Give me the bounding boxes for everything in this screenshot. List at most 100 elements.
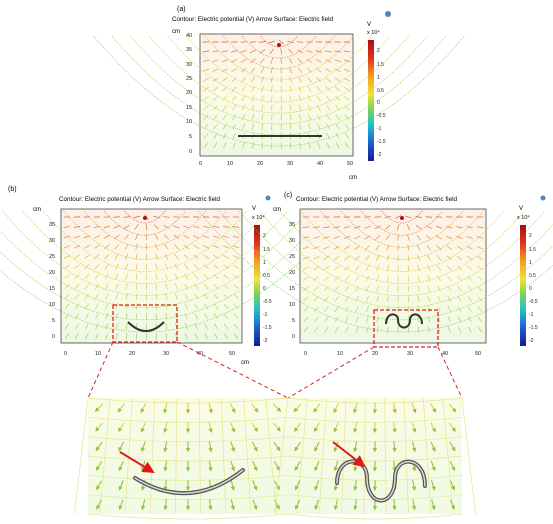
field-arrow: [456, 235, 463, 239]
field-arrow: [173, 244, 179, 250]
equipotential-contour: [223, 35, 335, 70]
equipotential-contour: [198, 210, 553, 333]
field-arrow: [384, 216, 392, 218]
field-arrow: [233, 284, 239, 289]
field-arrow: [194, 323, 198, 330]
field-arrow: [232, 132, 236, 140]
field-arrow: [417, 275, 420, 282]
field-arrow: [457, 285, 462, 292]
field-arrow: [466, 245, 473, 250]
field-arrow: [344, 142, 350, 149]
field-arrow: [174, 263, 179, 270]
field-arrow: [457, 306, 462, 313]
field-arrow: [165, 303, 168, 310]
field-arrow: [94, 283, 99, 290]
field-arrow: [213, 274, 219, 280]
field-arrow: [426, 255, 431, 261]
field-arrow: [344, 123, 350, 130]
field-arrow: [467, 286, 473, 292]
field-arrow: [313, 236, 320, 239]
field-arrow: [73, 235, 81, 239]
field-arrow: [288, 48, 294, 54]
field-arrow: [233, 264, 239, 269]
panel-c-xtick-40: 40: [442, 351, 448, 357]
zoom-field-arrow: [411, 422, 417, 433]
zoom-field-arrow: [118, 499, 124, 511]
panel-c-y-unit: cm: [273, 207, 281, 213]
field-arrow: [326, 114, 331, 121]
field-arrow: [184, 313, 188, 320]
field-arrow: [477, 306, 483, 312]
zoom-field-arrow: [293, 403, 302, 413]
zoom-field-line: [287, 513, 463, 520]
field-arrow: [193, 264, 199, 270]
field-arrow: [289, 85, 292, 93]
field-arrow: [302, 236, 310, 239]
field-arrow: [397, 244, 399, 251]
field-arrow: [270, 57, 274, 64]
field-arrow: [83, 235, 91, 239]
field-arrow: [326, 132, 330, 140]
field-arrow: [184, 263, 189, 270]
zoom-field-arrow: [392, 421, 397, 434]
field-arrow: [135, 243, 138, 251]
field-arrow: [231, 50, 238, 53]
panel-a-y-unit: cm: [172, 29, 180, 35]
field-arrow: [250, 58, 256, 64]
field-arrow: [289, 76, 292, 83]
panel-a-label: (a): [177, 6, 186, 13]
field-arrow: [306, 49, 313, 53]
panel-c-xtick-0: 0: [304, 351, 307, 357]
field-arrow: [308, 142, 311, 149]
field-arrow: [466, 236, 473, 239]
cbar-b-tick-0: 0: [263, 286, 266, 292]
field-arrow: [426, 235, 432, 240]
field-arrow: [84, 293, 90, 300]
field-arrow: [375, 254, 380, 261]
field-arrow: [307, 114, 311, 121]
field-arrow: [94, 264, 100, 270]
field-arrow: [315, 59, 322, 63]
field-arrow: [325, 95, 331, 102]
field-arrow: [83, 225, 91, 228]
field-arrow: [417, 254, 421, 262]
field-arrow: [222, 133, 227, 139]
zoom-connectors: [87, 341, 463, 399]
zoom-field-arrow: [117, 403, 125, 413]
panel-a-xtick-50: 50: [347, 161, 353, 167]
field-arrow: [250, 76, 256, 83]
field-arrow: [303, 286, 309, 291]
field-arrow: [307, 76, 312, 83]
zoom-field-arrow: [392, 441, 397, 453]
field-arrow: [242, 142, 245, 149]
field-arrow: [355, 316, 359, 323]
field-arrow: [204, 333, 208, 340]
field-arrow: [193, 273, 199, 280]
zoom-field-arrow: [230, 480, 236, 491]
zoom-field-arrow: [252, 480, 258, 491]
field-arrow: [95, 313, 99, 320]
zoom-field-arrow: [251, 403, 259, 413]
field-arrow: [231, 86, 237, 92]
field-arrow: [387, 326, 389, 333]
zoom-field-line: [403, 397, 409, 515]
equipotential-contour: [259, 210, 545, 296]
field-arrow: [203, 86, 209, 92]
field-arrow: [298, 114, 302, 121]
panel-b-ytick-20: 20: [49, 270, 55, 276]
field-arrow: [115, 313, 118, 320]
zoom-field-arrow: [118, 441, 125, 452]
field-arrow: [366, 326, 369, 333]
field-arrow: [397, 254, 399, 262]
zoom-inset-b-field: [74, 397, 302, 520]
zoom-field-arrow: [163, 402, 168, 414]
field-arrow: [233, 333, 239, 340]
cbar-c-tick-1: 1: [529, 260, 532, 266]
field-arrow: [335, 142, 340, 149]
field-arrow: [204, 323, 209, 330]
panel-b-conductor-arc: [127, 321, 165, 332]
field-arrow: [374, 216, 381, 218]
zoom-field-arrow: [230, 460, 236, 472]
panel-c-ytick-10: 10: [289, 302, 295, 308]
field-arrow: [155, 283, 158, 290]
